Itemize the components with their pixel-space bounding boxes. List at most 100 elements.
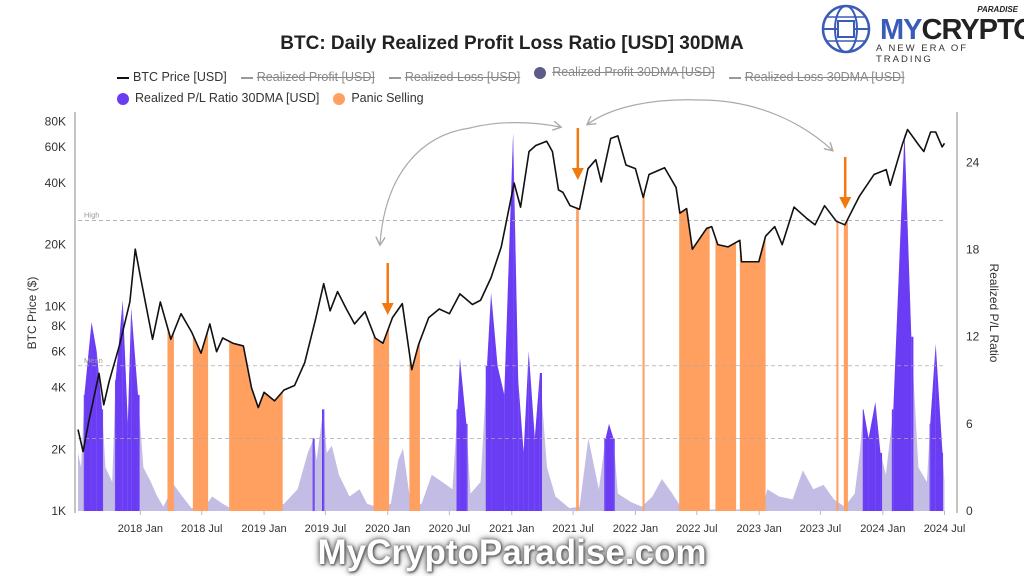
panic-selling-bar [409,129,420,511]
ratio-area-high [534,373,540,511]
ratio-area-high [528,351,535,511]
legend-label: Realized Profit 30DMA [USD] [552,65,715,79]
logo-wordmark: MYCRYPTO [880,14,1024,47]
annotation-arrow [380,127,471,244]
legend: BTC Price [USD] Realized Profit [USD] Real… [117,62,937,112]
y-tick-label: 80K [45,114,66,128]
y-tick-label: 40K [45,176,66,190]
y-tick-label: 8K [51,319,66,333]
logo: PARADISE MYCRYPTO A NEW ERA OF TRADING [818,3,1024,65]
ratio-area-high [459,358,467,511]
panic-selling-bar [715,129,737,511]
ratio-area-high [115,300,123,511]
ratio-area-high [487,293,492,511]
panic-selling-bar [843,129,848,511]
ratio-area-high [131,307,138,511]
panic-arrow-icon [571,168,584,180]
watermark: MyCryptoParadise.com [317,533,707,572]
x-tick-label: 2023 Jan [736,523,781,535]
y-tick-label: 20K [45,238,66,252]
legend-marker [534,66,547,79]
ratio-area-high [523,351,529,511]
panic-selling-bar [642,129,645,511]
x-tick-label: 2018 Jul [181,523,223,535]
ratio-area-high [891,409,894,511]
x-tick-label: 2024 Jul [924,523,966,535]
ratio-area-high [114,380,116,511]
ratio-area-high [84,322,92,511]
chart-title: BTC: Daily Realized Profit Loss Ratio [U… [280,33,744,54]
ratio-area-high [466,423,468,511]
ratio-area-high [504,133,514,512]
x-tick-label: 2022 Jan [613,523,658,535]
ratio-area-high [862,409,864,511]
legend-label: Realized P/L Ratio 30DMA [USD] [135,91,320,105]
y-axis-title: BTC Price ($) [25,277,39,350]
ratio-area-high [875,402,881,511]
ratio-area-high [83,394,85,511]
ratio-area-high [513,133,519,512]
legend-item[interactable]: BTC Price [USD] [117,67,227,88]
legend-marker [240,76,253,79]
legend-label: Realized Loss [USD] [404,70,521,84]
ratio-area-high [323,409,325,511]
ratio-area-high [880,452,883,511]
ratio-area-high [321,409,324,511]
logo-small-text: PARADISE [977,5,1018,14]
ratio-area-high [605,423,610,511]
legend-item[interactable]: Realized Profit [USD] [240,67,375,88]
panic-selling-bar [739,129,766,511]
x-tick-label: 2022 Jul [676,523,718,535]
legend-item[interactable]: Realized Loss 30DMA [USD] [728,67,905,88]
ratio-area-high [313,438,315,511]
legend-item[interactable]: Realized P/L Ratio 30DMA [USD] [117,88,319,109]
ratio-area-high [911,336,914,511]
panic-selling-bar [229,129,283,511]
x-tick-label: 2020 Jul [429,523,471,535]
legend-marker [333,92,346,105]
y2-tick-label: 24 [966,155,980,169]
x-tick-label: 2019 Jan [241,523,286,535]
panic-arrow-icon [381,303,394,315]
y-tick-label: 60K [45,140,66,154]
ratio-area-high [457,358,460,511]
ratio-area-high [91,322,97,511]
ratio-area-high [518,380,524,511]
x-tick-label: 2020 Jan [365,523,410,535]
x-tick-label: 2021 Jul [552,523,594,535]
legend-marker [388,76,401,79]
y-tick-label: 6K [51,345,66,359]
y-tick-label: 4K [51,381,66,395]
x-tick-label: 2024 Jan [860,523,905,535]
panic-selling-bar [167,129,174,511]
y2-tick-label: 0 [966,504,973,518]
ratio-area-high [930,343,936,511]
ratio-area-high [863,409,869,511]
legend-label: Realized Profit [USD] [256,70,375,84]
ratio-area-high [137,394,140,511]
panic-selling-bar [836,129,839,511]
legend-item[interactable]: Realized Loss [USD] [388,67,521,88]
logo-word-crypto: CRYPTO [921,14,1024,46]
ratio-area-high [942,452,944,511]
x-tick-label: 2023 Jul [800,523,842,535]
panic-arrow-icon [839,197,852,209]
legend-label: Realized Loss 30DMA [USD] [744,70,905,84]
legend-item[interactable]: Realized Profit 30DMA [USD] [534,62,715,83]
y2-axis-title: Realized P/L Ratio [987,264,1001,363]
ratio-area-high [127,307,132,511]
reference-line-label: Mean [84,356,103,365]
y2-tick-label: 18 [966,243,980,257]
ratio-area-high [604,438,606,511]
ratio-area-high [122,300,128,511]
btc-price-line [77,128,946,453]
ratio-area-high [96,351,103,511]
x-tick-label: 2018 Jan [118,523,163,535]
annotation-arrow [699,99,832,150]
ratio-area-high [868,402,876,511]
ratio-area-high [613,438,615,511]
panic-selling-bar [192,129,209,511]
legend-item[interactable]: Panic Selling [333,88,424,109]
ratio-area-high [893,133,905,512]
